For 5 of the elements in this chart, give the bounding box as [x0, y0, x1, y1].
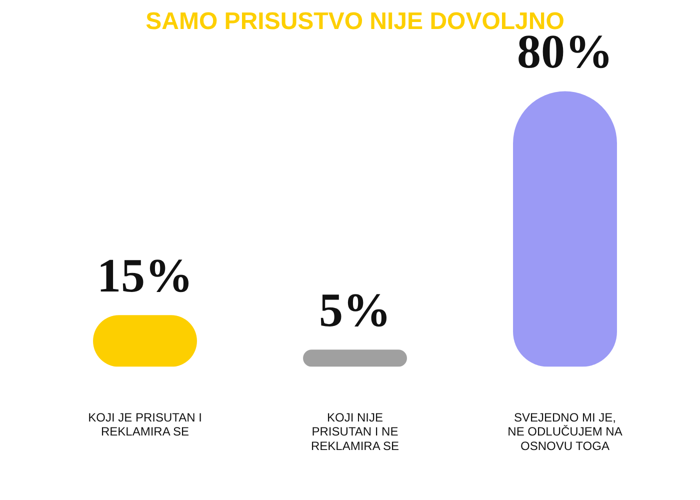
- x-tick-label: KOJI NIJE PRISUTAN I NE REKLAMIRA SE: [310, 410, 400, 454]
- data-label: 15%: [97, 250, 193, 303]
- x-tick-label: SVEJEDNO MI JE, NE ODLUČUJEM NA OSNOVU TOGA: [508, 410, 622, 454]
- data-label: 5%: [319, 284, 391, 337]
- x-tick-label: KOJI JE PRISUTAN I REKLAMIRA SE: [88, 410, 202, 439]
